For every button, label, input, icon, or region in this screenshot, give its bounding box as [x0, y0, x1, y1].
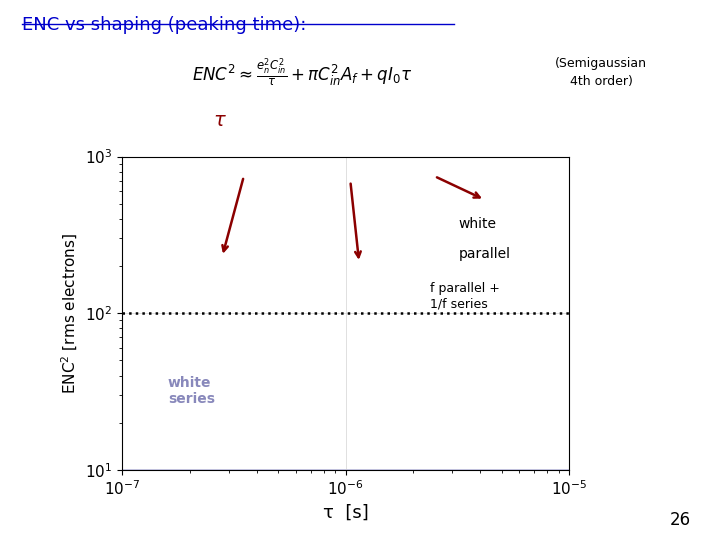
Y-axis label: ENC$^2$ [rms electrons]: ENC$^2$ [rms electrons]	[60, 233, 80, 394]
Text: $ENC^2 \approx \frac{e_n^2 C_{in}^2}{\tau} + \pi C_{in}^2 A_f + q I_0 \tau$: $ENC^2 \approx \frac{e_n^2 C_{in}^2}{\ta…	[192, 57, 413, 89]
Text: ENC vs shaping (peaking time):: ENC vs shaping (peaking time):	[22, 16, 306, 34]
Text: 26: 26	[670, 511, 691, 529]
Text: f parallel +
1/f series: f parallel + 1/f series	[431, 282, 500, 310]
Text: 4th order): 4th order)	[570, 75, 633, 87]
Text: $\tau$: $\tau$	[212, 111, 227, 130]
Text: white
series: white series	[168, 376, 215, 406]
X-axis label: τ  [s]: τ [s]	[323, 504, 369, 522]
Text: (Semigaussian: (Semigaussian	[555, 57, 647, 70]
Text: parallel: parallel	[459, 247, 510, 261]
Text: white: white	[459, 217, 496, 231]
